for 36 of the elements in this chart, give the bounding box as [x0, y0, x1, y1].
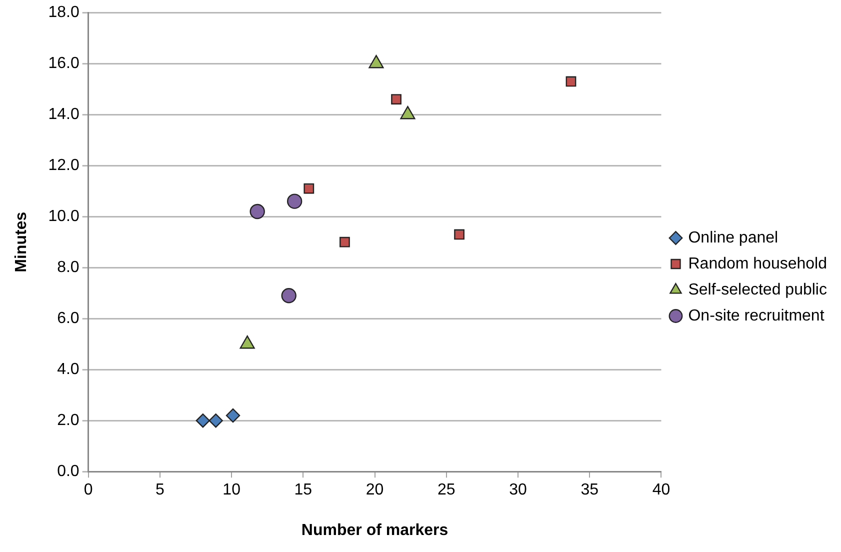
point	[208, 414, 223, 428]
x-tick-label: 20	[366, 482, 384, 499]
y-tick-label: 12.0	[48, 157, 80, 174]
point	[226, 408, 240, 423]
point	[250, 204, 265, 220]
y-tick-label: 6.0	[57, 310, 80, 328]
point	[281, 288, 296, 304]
x-tick-label: 10	[222, 482, 241, 499]
x-tick-label: 0	[84, 482, 93, 499]
legend-label: Online panel	[688, 229, 778, 246]
x-tick-label: 35	[580, 482, 599, 499]
x-tick-label: 30	[509, 482, 528, 499]
point	[304, 183, 314, 194]
y-tick-label: 16.0	[48, 55, 80, 72]
y-tick-label: 10.0	[48, 208, 80, 226]
point	[454, 229, 464, 240]
x-axis-title: Number of markers	[301, 522, 448, 539]
x-tick-label: 15	[294, 482, 312, 499]
x-tick-label: 5	[156, 482, 164, 499]
y-tick-label: 18.0	[48, 4, 80, 22]
y-tick-label: 2.0	[57, 412, 80, 430]
y-axis-title: Minutes	[13, 212, 30, 272]
point	[566, 76, 576, 87]
y-tick-label: 4.0	[57, 361, 80, 378]
point	[340, 236, 350, 248]
legend-label: On-site recruitment	[688, 307, 825, 324]
x-tick-label: 25	[438, 482, 456, 499]
point	[286, 194, 302, 209]
x-tick-label: 40	[652, 482, 670, 499]
legend-label: Self-selected public	[688, 281, 827, 298]
point	[196, 414, 210, 428]
y-tick-label: 14.0	[48, 106, 80, 124]
point	[391, 94, 402, 104]
legend-label: Random household	[688, 255, 827, 272]
y-tick-label: 8.0	[57, 259, 80, 276]
y-tick-label: 0.0	[57, 463, 80, 480]
